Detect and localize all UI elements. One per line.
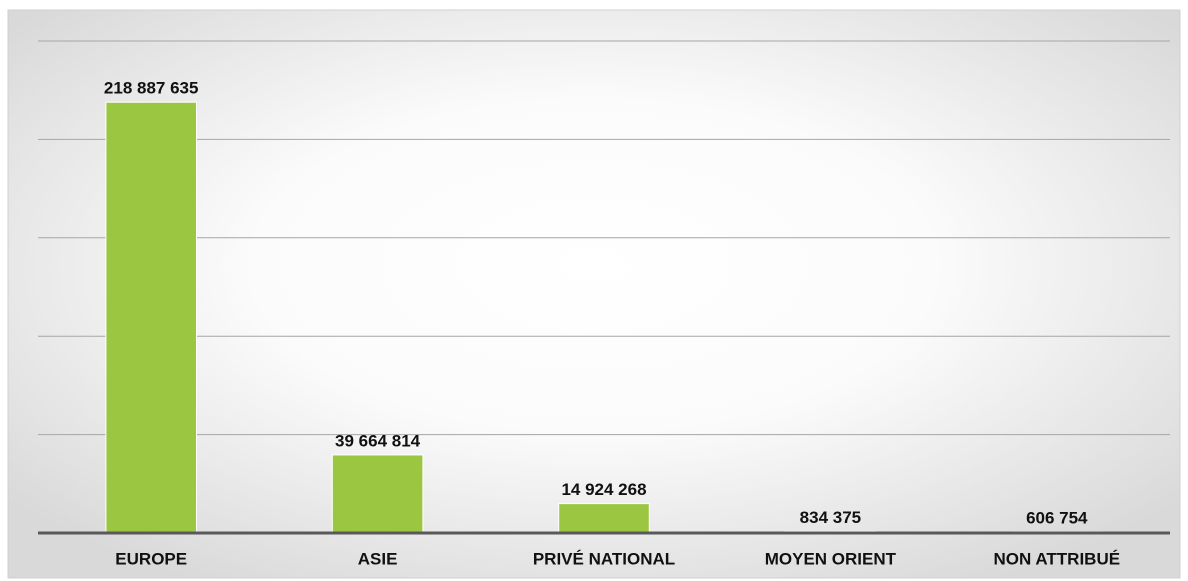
data-label: 606 754 [1026,508,1088,527]
bar [331,454,424,534]
data-label: 39 664 814 [335,431,421,450]
x-tick-label: ASIE [358,549,398,568]
data-label: 218 887 635 [104,79,199,98]
x-tick-label: NON ATTRIBUÉ [994,549,1121,568]
data-label: 834 375 [800,508,861,527]
data-label: 14 924 268 [561,480,646,499]
x-tick-label: PRIVÉ NATIONAL [533,549,675,568]
x-tick-label: EUROPE [115,549,187,568]
x-tick-label: MOYEN ORIENT [765,549,897,568]
bar [105,101,197,534]
bar [558,503,650,534]
chart-background [7,9,1181,579]
